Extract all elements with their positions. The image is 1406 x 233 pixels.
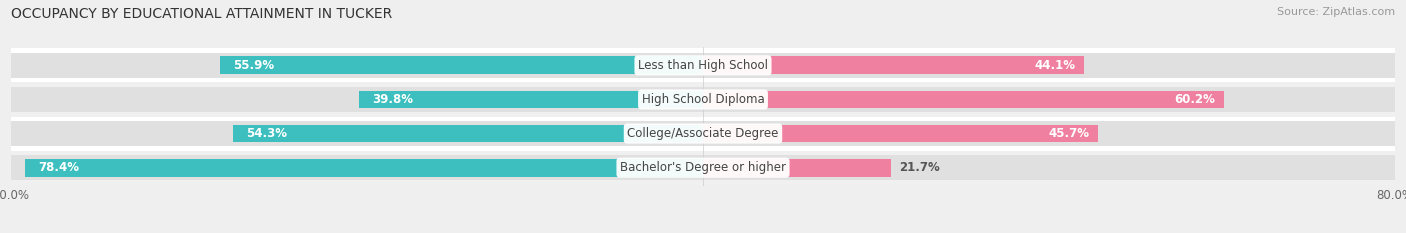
Text: 54.3%: 54.3% [246, 127, 287, 140]
Text: 55.9%: 55.9% [232, 59, 274, 72]
Text: 21.7%: 21.7% [900, 161, 941, 174]
Text: 39.8%: 39.8% [371, 93, 413, 106]
Bar [703, 125, 1098, 142]
Bar [11, 121, 703, 146]
Text: College/Associate Degree: College/Associate Degree [627, 127, 779, 140]
Text: 60.2%: 60.2% [1174, 93, 1215, 106]
Text: Less than High School: Less than High School [638, 59, 768, 72]
Bar [703, 53, 1395, 78]
Bar [703, 159, 890, 177]
Bar [11, 53, 703, 78]
Bar [11, 48, 1395, 82]
Bar [11, 155, 703, 180]
Bar [11, 116, 1395, 151]
Bar [703, 56, 1084, 74]
Bar [11, 82, 1395, 116]
Bar [25, 159, 703, 177]
Bar [233, 125, 703, 142]
Bar [703, 155, 1395, 180]
Text: OCCUPANCY BY EDUCATIONAL ATTAINMENT IN TUCKER: OCCUPANCY BY EDUCATIONAL ATTAINMENT IN T… [11, 7, 392, 21]
Text: Source: ZipAtlas.com: Source: ZipAtlas.com [1277, 7, 1395, 17]
Text: High School Diploma: High School Diploma [641, 93, 765, 106]
Text: 44.1%: 44.1% [1035, 59, 1076, 72]
Text: 45.7%: 45.7% [1049, 127, 1090, 140]
Bar [11, 151, 1395, 185]
Bar [703, 91, 1223, 108]
Bar [359, 91, 703, 108]
Bar [219, 56, 703, 74]
Bar [703, 121, 1395, 146]
Bar [11, 87, 703, 112]
Text: 78.4%: 78.4% [38, 161, 79, 174]
Text: Bachelor's Degree or higher: Bachelor's Degree or higher [620, 161, 786, 174]
Bar [703, 87, 1395, 112]
